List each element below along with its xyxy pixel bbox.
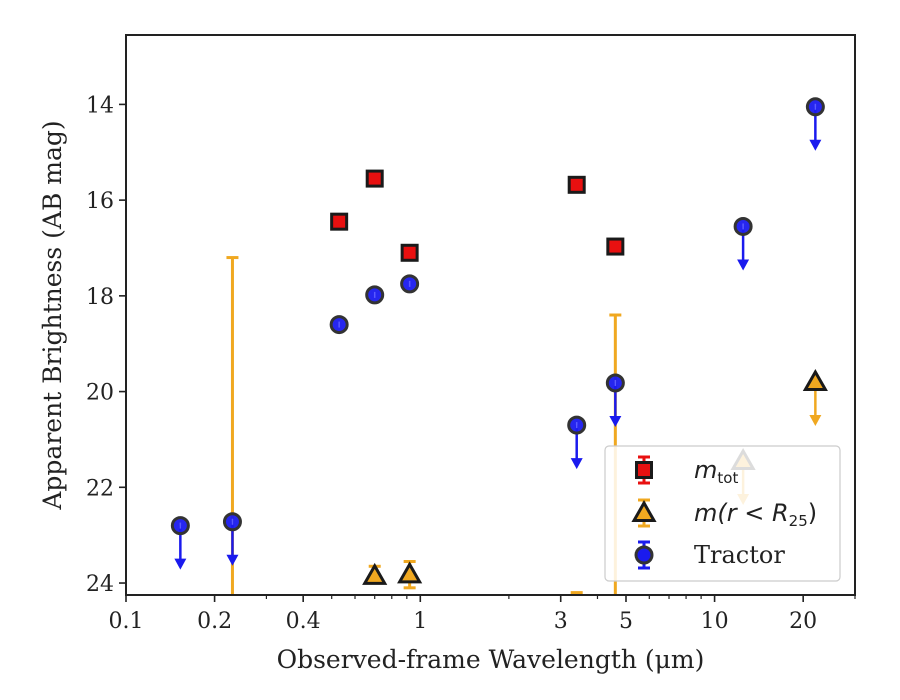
legend-square-marker xyxy=(635,461,653,479)
circle-limit-arrow-head xyxy=(570,458,583,470)
circle-limit-arrow-head xyxy=(174,558,187,570)
x-tick-label: 20 xyxy=(789,609,817,634)
x-tick-label: 1 xyxy=(413,609,427,634)
legend-label-mr25: m(r < R25) xyxy=(694,499,817,530)
chart-axes: 0.1 0.2 0.4 1 3 5 10 20 14 16 18 20 22 24 xyxy=(86,34,856,634)
triangle-point xyxy=(362,562,388,585)
circle-limit-arrow-head xyxy=(609,415,622,427)
y-tick-label: 22 xyxy=(86,476,114,501)
triangle-point xyxy=(397,561,423,584)
legend-label-mtot: mtot xyxy=(694,456,738,487)
legend-triangle-marker xyxy=(631,499,657,522)
x-tick-label: 5 xyxy=(619,609,633,634)
square-point xyxy=(365,169,384,188)
legend-label-tractor: Tractor xyxy=(694,541,785,569)
x-tick-label: 3 xyxy=(554,609,568,634)
square-point xyxy=(400,243,419,262)
square-point xyxy=(567,175,586,194)
square-point xyxy=(606,237,625,256)
triangle-limit-arrow-head xyxy=(809,415,822,427)
y-axis-label: Apparent Brightness (AB mag) xyxy=(38,120,67,510)
legend: mtot m(r < R25) Tractor xyxy=(604,445,841,582)
x-tick-label: 0.4 xyxy=(286,609,321,634)
y-tick-label: 24 xyxy=(86,572,114,597)
square-point xyxy=(330,212,349,231)
plot-frame xyxy=(125,34,856,596)
y-tick-label: 20 xyxy=(86,381,114,406)
y-tick-label: 14 xyxy=(86,93,114,118)
y-tick-label: 16 xyxy=(86,189,114,214)
legend-circle-marker xyxy=(634,545,654,565)
legend-box xyxy=(604,445,841,582)
circle-limit-arrow-head xyxy=(737,259,750,271)
x-tick-label: 0.1 xyxy=(109,609,144,634)
y-tick-label: 18 xyxy=(86,285,114,310)
triangle-point xyxy=(802,368,828,392)
x-tick-label: 0.2 xyxy=(197,609,232,634)
circle-limit-arrow-head xyxy=(809,139,822,151)
circle-limit-arrow-head xyxy=(226,554,239,566)
x-tick-label: 10 xyxy=(701,609,729,634)
x-axis-label: Observed-frame Wavelength (μm) xyxy=(277,645,705,674)
